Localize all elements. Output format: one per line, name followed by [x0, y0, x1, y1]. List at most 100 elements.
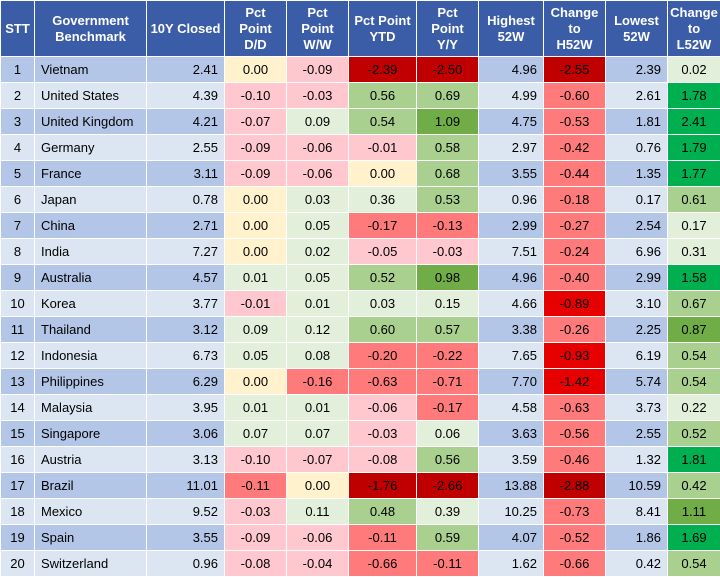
cell-closed: 3.06 [147, 421, 225, 447]
cell-low: 2.25 [606, 317, 668, 343]
cell-name: Philippines [35, 369, 147, 395]
cell-low: 1.32 [606, 447, 668, 473]
cell-chigh: -0.42 [544, 135, 606, 161]
cell-stt: 2 [1, 83, 35, 109]
cell-low: 2.39 [606, 57, 668, 83]
cell-high: 13.88 [479, 473, 544, 499]
cell-high: 4.96 [479, 265, 544, 291]
cell-yy: 0.58 [417, 135, 479, 161]
cell-clow: 0.52 [668, 421, 720, 447]
cell-high: 4.66 [479, 291, 544, 317]
cell-stt: 17 [1, 473, 35, 499]
cell-ww: 0.01 [287, 291, 349, 317]
cell-dd: -0.03 [225, 499, 287, 525]
cell-ww: -0.07 [287, 447, 349, 473]
cell-name: Japan [35, 187, 147, 213]
cell-high: 4.58 [479, 395, 544, 421]
cell-ytd: 0.00 [349, 161, 417, 187]
cell-dd: -0.09 [225, 161, 287, 187]
cell-stt: 16 [1, 447, 35, 473]
cell-yy: -2.50 [417, 57, 479, 83]
cell-high: 4.99 [479, 83, 544, 109]
cell-closed: 4.57 [147, 265, 225, 291]
cell-chigh: -2.55 [544, 57, 606, 83]
cell-name: Vietnam [35, 57, 147, 83]
cell-clow: 1.78 [668, 83, 720, 109]
cell-dd: 0.00 [225, 213, 287, 239]
cell-ww: 0.07 [287, 421, 349, 447]
cell-clow: 0.54 [668, 369, 720, 395]
cell-chigh: -2.88 [544, 473, 606, 499]
cell-ytd: -0.17 [349, 213, 417, 239]
cell-ytd: -0.63 [349, 369, 417, 395]
cell-ww: 0.05 [287, 213, 349, 239]
cell-low: 1.86 [606, 525, 668, 551]
cell-ytd: -0.11 [349, 525, 417, 551]
cell-stt: 18 [1, 499, 35, 525]
cell-chigh: -0.27 [544, 213, 606, 239]
cell-ww: -0.06 [287, 161, 349, 187]
cell-dd: -0.11 [225, 473, 287, 499]
cell-low: 0.42 [606, 551, 668, 577]
cell-dd: -0.01 [225, 291, 287, 317]
cell-clow: 1.79 [668, 135, 720, 161]
cell-ytd: 0.36 [349, 187, 417, 213]
cell-yy: 0.69 [417, 83, 479, 109]
cell-ww: 0.03 [287, 187, 349, 213]
cell-clow: 0.54 [668, 551, 720, 577]
cell-stt: 13 [1, 369, 35, 395]
cell-chigh: -0.63 [544, 395, 606, 421]
cell-name: Australia [35, 265, 147, 291]
cell-high: 2.97 [479, 135, 544, 161]
cell-low: 0.76 [606, 135, 668, 161]
cell-name: Spain [35, 525, 147, 551]
cell-ww: 0.08 [287, 343, 349, 369]
cell-dd: 0.05 [225, 343, 287, 369]
cell-ww: -0.06 [287, 135, 349, 161]
cell-dd: 0.07 [225, 421, 287, 447]
cell-chigh: -0.89 [544, 291, 606, 317]
cell-chigh: -0.44 [544, 161, 606, 187]
cell-closed: 6.73 [147, 343, 225, 369]
cell-stt: 5 [1, 161, 35, 187]
cell-name: France [35, 161, 147, 187]
cell-dd: 0.00 [225, 369, 287, 395]
cell-name: Malaysia [35, 395, 147, 421]
cell-dd: 0.01 [225, 395, 287, 421]
cell-low: 8.41 [606, 499, 668, 525]
cell-ytd: -0.06 [349, 395, 417, 421]
cell-low: 1.35 [606, 161, 668, 187]
cell-yy: -0.03 [417, 239, 479, 265]
cell-chigh: -0.52 [544, 525, 606, 551]
cell-name: Korea [35, 291, 147, 317]
cell-closed: 3.77 [147, 291, 225, 317]
cell-chigh: -0.93 [544, 343, 606, 369]
cell-ww: -0.09 [287, 57, 349, 83]
cell-clow: 0.22 [668, 395, 720, 421]
cell-high: 3.59 [479, 447, 544, 473]
cell-clow: 0.31 [668, 239, 720, 265]
cell-clow: 0.42 [668, 473, 720, 499]
cell-stt: 19 [1, 525, 35, 551]
header-closed: 10Y Closed [147, 1, 225, 57]
cell-clow: 0.87 [668, 317, 720, 343]
cell-closed: 3.95 [147, 395, 225, 421]
cell-clow: 0.61 [668, 187, 720, 213]
cell-clow: 0.02 [668, 57, 720, 83]
cell-clow: 1.81 [668, 447, 720, 473]
cell-ww: 0.12 [287, 317, 349, 343]
